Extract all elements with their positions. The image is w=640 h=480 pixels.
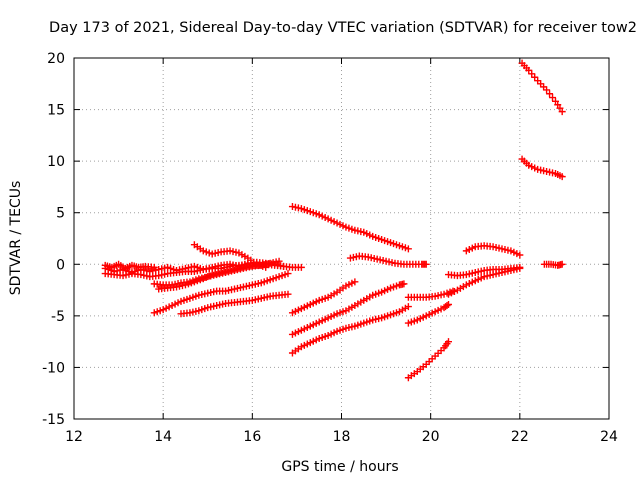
x-tick-label: 18 (333, 429, 351, 445)
x-tick-label: 20 (422, 429, 440, 445)
data-point (280, 262, 288, 270)
x-tick-label: 12 (65, 429, 83, 445)
series-track (346, 252, 430, 268)
series-track (101, 260, 158, 272)
data-point (262, 263, 270, 271)
series-track (462, 242, 524, 259)
y-tick-label: 0 (56, 257, 65, 273)
data-point (443, 302, 451, 310)
x-axis-label: GPS time / hours (281, 459, 398, 475)
series-track (155, 260, 288, 293)
data-point (445, 338, 452, 346)
y-tick-label: 15 (47, 103, 65, 119)
data-point (546, 90, 554, 98)
data-point (549, 94, 557, 102)
data-point (297, 263, 305, 271)
series-track (150, 270, 292, 317)
data-point (404, 303, 412, 311)
series-track (404, 301, 452, 327)
series-track (288, 203, 412, 253)
series-track (288, 278, 359, 317)
series-track (288, 280, 408, 338)
x-tick-label: 24 (600, 429, 618, 445)
series-track (540, 260, 566, 269)
data-point (516, 251, 524, 259)
series-track (445, 263, 524, 280)
data-point (558, 108, 566, 116)
chart-title: Day 173 of 2021, Sidereal Day-to-day VTE… (49, 20, 637, 36)
y-axis-label: SDTVAR / TECUs (8, 181, 24, 296)
data-point (404, 245, 412, 253)
series-track (518, 59, 566, 116)
data-point (543, 86, 551, 94)
data-point (284, 270, 292, 278)
data-point (275, 257, 283, 265)
series-track (177, 290, 292, 318)
x-tick-label: 16 (243, 429, 261, 445)
grid (74, 58, 609, 419)
data-point (558, 173, 566, 181)
data-point (400, 280, 408, 288)
data-series (101, 59, 566, 382)
data-point (558, 260, 566, 268)
y-tick-label: 10 (47, 154, 65, 170)
x-tick-label: 14 (154, 429, 172, 445)
series-track (288, 303, 412, 357)
y-tick-label: 5 (56, 206, 65, 222)
axis-ticks: 12 14 16 18 20 22 24 -15 -10 -5 0 5 10 15 20 (42, 51, 618, 445)
series-track (190, 241, 270, 271)
data-point (422, 260, 430, 268)
x-tick-label: 22 (511, 429, 529, 445)
y-tick-label: -5 (51, 309, 65, 325)
y-tick-label: 20 (47, 51, 65, 67)
y-tick-label: -15 (42, 412, 65, 428)
data-point (351, 278, 359, 286)
series-track (404, 338, 452, 382)
data-point (445, 301, 452, 309)
y-tick-label: -10 (42, 360, 65, 376)
data-point (284, 290, 292, 298)
series-track (518, 155, 566, 181)
data-point (150, 263, 158, 271)
data-point (516, 263, 524, 271)
